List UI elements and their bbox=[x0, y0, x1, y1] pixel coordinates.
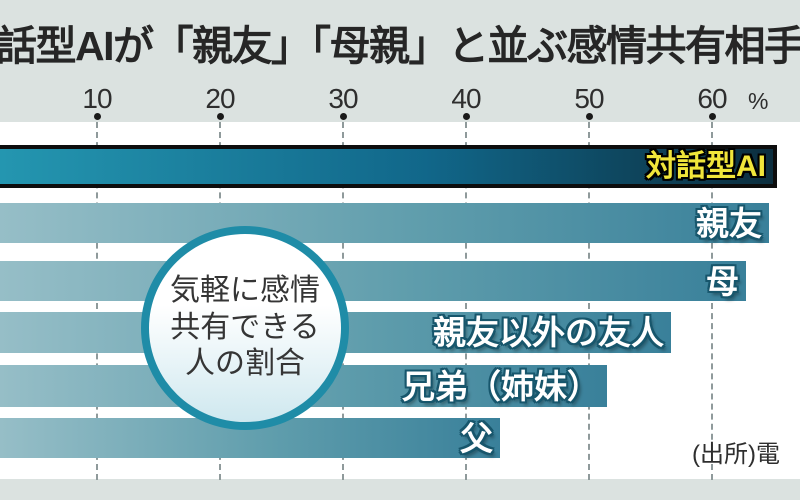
bar-label-4: 兄弟（姉妹） bbox=[402, 367, 600, 405]
axis-tick-label: 40 bbox=[451, 83, 481, 114]
grid-line bbox=[711, 122, 713, 480]
bar-1: 親友 bbox=[0, 203, 769, 243]
grid-line bbox=[96, 122, 98, 480]
axis-tick-dot bbox=[217, 113, 224, 120]
header-band bbox=[0, 0, 800, 122]
grid-line bbox=[465, 122, 467, 480]
axis-tick-label: 30 bbox=[328, 83, 358, 114]
bar-2: 母 bbox=[0, 261, 746, 301]
bar-label-3: 親友以外の友人 bbox=[433, 314, 664, 351]
axis-unit-label: % bbox=[748, 88, 769, 114]
footer-band bbox=[0, 479, 800, 500]
bar-label-1: 親友 bbox=[696, 204, 762, 242]
bar-label-5: 父 bbox=[460, 419, 493, 457]
source-note: (出所)電 bbox=[692, 441, 780, 468]
grid-line bbox=[588, 122, 590, 480]
axis-tick-label: 50 bbox=[574, 83, 604, 114]
annotation-line: 共有できる bbox=[170, 310, 320, 344]
axis-tick-label: 60 bbox=[697, 83, 727, 114]
annotation-line: 気軽に感情 bbox=[170, 274, 320, 308]
axis-tick-dot bbox=[94, 113, 101, 120]
axis-tick-dot bbox=[709, 113, 716, 120]
axis-tick-dot bbox=[463, 113, 470, 120]
annotation-line: 人の割合 bbox=[185, 347, 305, 381]
axis-tick-label: 20 bbox=[205, 83, 235, 114]
bar-0: 対話型AI bbox=[0, 145, 777, 188]
bar-label-0: 対話型AI bbox=[646, 149, 766, 183]
bar-label-2: 母 bbox=[706, 262, 739, 300]
chart-title: 話型AIが「親友」「母親」と並ぶ感情共有相手 bbox=[0, 23, 800, 69]
axis-tick-dot bbox=[340, 113, 347, 120]
annotation-circle: 気軽に感情 共有できる 人の割合 bbox=[141, 226, 349, 430]
axis-tick-label: 10 bbox=[82, 83, 112, 114]
axis-tick-dot bbox=[586, 113, 593, 120]
